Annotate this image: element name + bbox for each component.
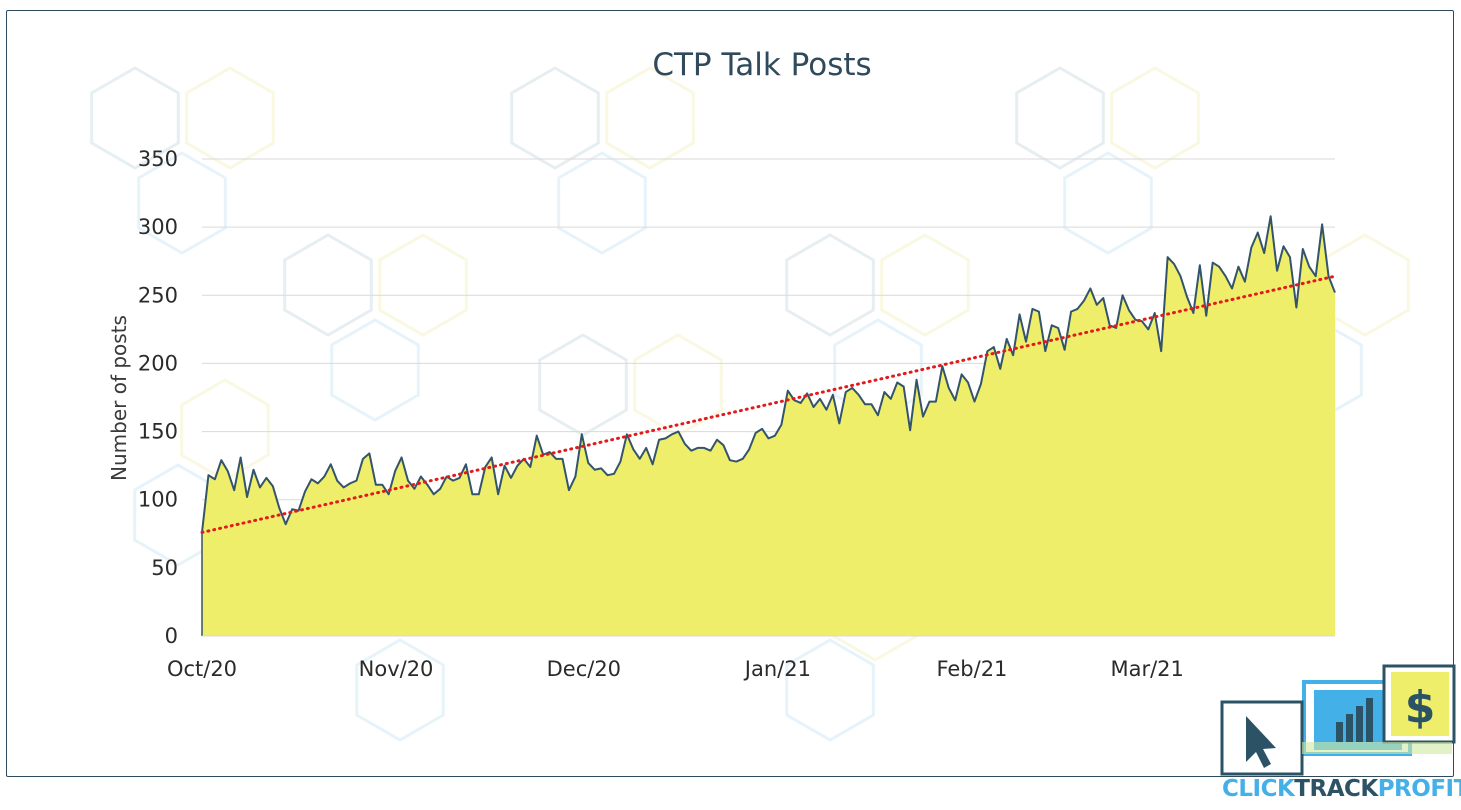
watermark-hexagon [1015,66,1105,170]
logo-accent-strip [1302,742,1452,754]
watermark-hexagon [557,151,647,255]
x-tick-label: Dec/20 [547,657,621,681]
series-line [201,215,1336,533]
watermark-hexagon [378,233,468,337]
y-tick-label: 0 [165,624,178,648]
watermark-hexagon [90,66,180,170]
cursor-icon [1246,716,1276,768]
x-tick-label: Oct/20 [167,657,237,681]
x-tick-label: Jan/21 [743,657,811,681]
y-tick-label: 200 [138,351,178,375]
trend-line [200,274,1337,534]
y-tick-label: 150 [138,420,178,444]
watermark-hexagon [355,638,445,742]
watermark-hexagon [538,333,628,437]
watermark-hexagon [633,333,723,437]
chart-frame [6,10,1454,777]
y-tick-label: 100 [138,488,178,512]
watermark-hexagon [785,638,875,742]
axes: 0 50 100 150 200 250 300 350 Oct/20 Nov/20 Dec/20 J… [138,147,1335,681]
x-tick-label: Nov/20 [359,657,434,681]
logo-wordmark: CLICKTRACKPROFIT [1222,776,1461,806]
logo-word-click: CLICK [1222,776,1295,802]
bar-chart-icon [1336,698,1373,742]
dollar-icon: $ [1405,682,1436,733]
watermark-hexagon [605,66,695,170]
area-fill [202,216,1335,637]
watermark-hexagon [880,233,970,337]
x-tick-label: Feb/21 [936,657,1007,681]
chart-title: CTP Talk Posts [652,47,871,83]
watermark-hexagon [283,233,373,337]
watermark-hexagon [330,318,420,422]
y-tick-label: 50 [151,556,178,580]
watermark-hexagon [137,151,227,255]
watermark-hexagon [185,66,275,170]
watermark-hexagon [1110,66,1200,170]
area-series [201,215,1336,637]
y-tick-label: 250 [138,283,178,307]
watermark-hexagon [785,233,875,337]
logo-word-profit: PROFIT [1377,776,1461,802]
watermark-hexagon [1063,151,1153,255]
y-axis-label: Number of posts [107,315,131,481]
logo-dollar-fill [1391,672,1449,736]
y-tick-label: 300 [138,215,178,239]
watermark-hexagon [510,66,600,170]
x-tick-label: Mar/21 [1110,657,1183,681]
trendline [200,274,1337,534]
logo-word-track: TRACK [1294,776,1378,802]
logo: $ [1220,664,1456,776]
y-tick-label: 350 [138,147,178,171]
